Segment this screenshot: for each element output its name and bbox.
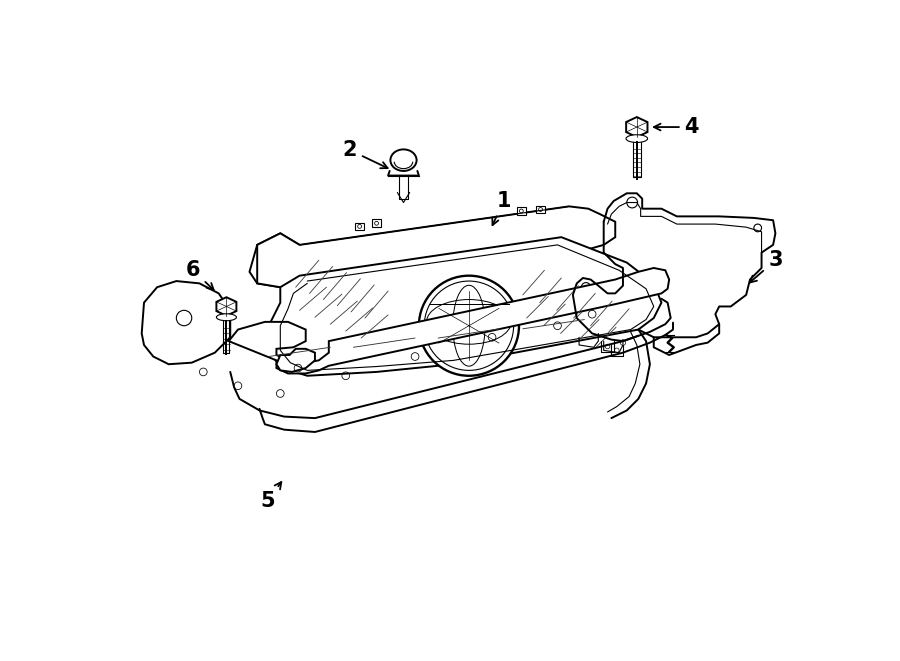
Polygon shape xyxy=(229,268,669,373)
Polygon shape xyxy=(141,281,230,364)
Text: 6: 6 xyxy=(186,260,213,290)
Text: 2: 2 xyxy=(343,140,388,169)
Circle shape xyxy=(418,276,519,375)
Polygon shape xyxy=(276,349,315,372)
Polygon shape xyxy=(249,233,300,288)
Text: 4: 4 xyxy=(654,117,699,137)
Bar xyxy=(355,223,365,230)
Polygon shape xyxy=(626,117,647,137)
Bar xyxy=(536,206,545,214)
Text: 5: 5 xyxy=(260,482,282,511)
Ellipse shape xyxy=(391,149,417,171)
Bar xyxy=(517,207,526,215)
Ellipse shape xyxy=(626,135,648,143)
Bar xyxy=(372,219,382,227)
Polygon shape xyxy=(269,237,662,375)
Polygon shape xyxy=(216,297,237,316)
Ellipse shape xyxy=(216,314,237,321)
Polygon shape xyxy=(257,206,616,291)
Text: 1: 1 xyxy=(492,191,511,225)
Text: 3: 3 xyxy=(750,251,783,282)
